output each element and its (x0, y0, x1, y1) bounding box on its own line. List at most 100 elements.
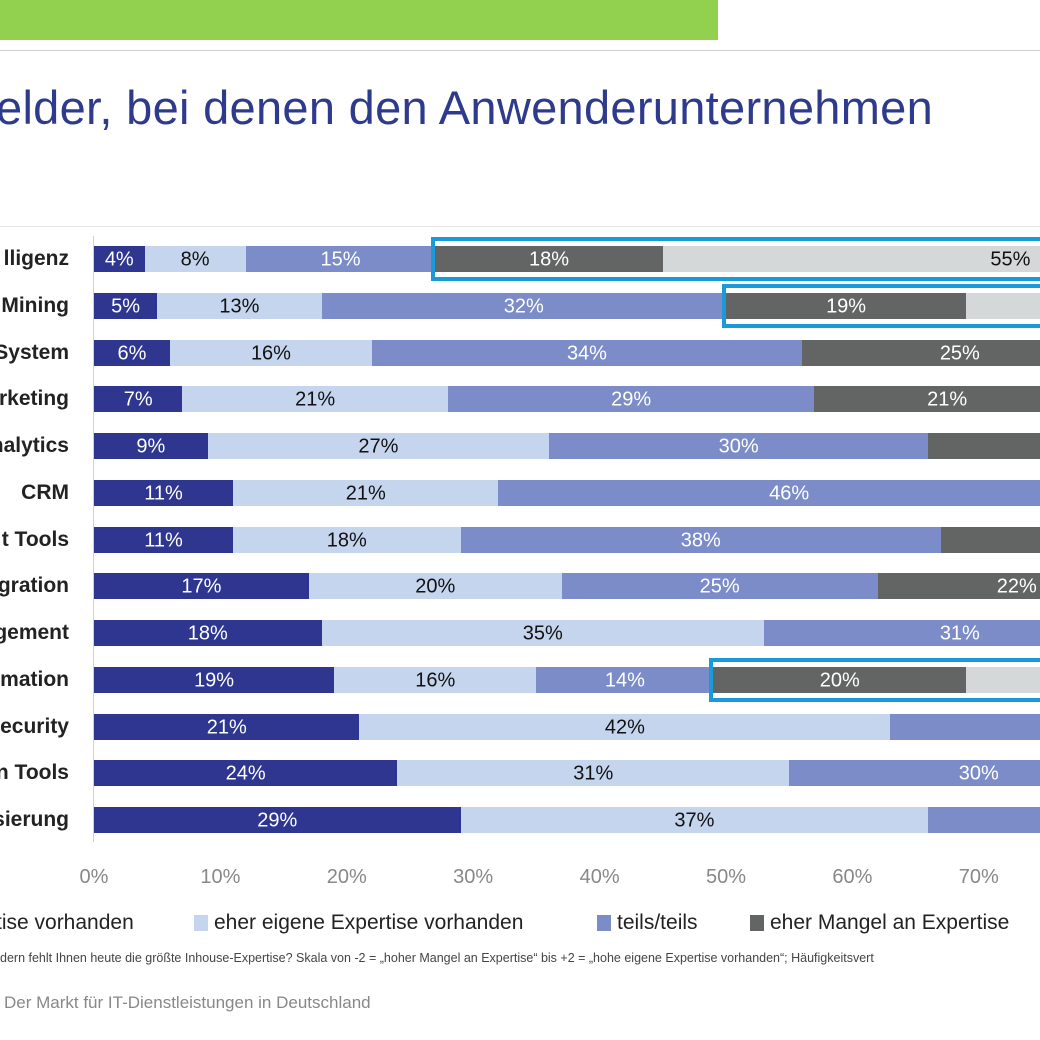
data-label: 30% (718, 435, 759, 458)
legend-swatch (750, 915, 764, 931)
bar-segment (94, 713, 360, 740)
data-label: 32% (503, 295, 544, 318)
x-tick-label: 30% (453, 866, 494, 888)
bar-segment (397, 760, 790, 787)
data-label: 15% (320, 248, 361, 271)
data-label: 20% (415, 575, 456, 598)
x-tick-label: 70% (958, 866, 999, 888)
category-label: n Tools (0, 761, 69, 785)
bar-segment (789, 760, 1040, 787)
bar-segment (713, 666, 967, 693)
legend-label: teils/teils (617, 911, 698, 934)
header-divider (0, 50, 1040, 51)
bar-segment (308, 573, 562, 600)
data-label: 25% (699, 575, 740, 598)
bar-segment (359, 713, 891, 740)
bar-segment (940, 526, 1040, 553)
highlight-box (709, 657, 1040, 702)
page-title: elder, bei denen den Anwenderunternehmen (0, 81, 934, 134)
data-label: 5% (111, 295, 141, 318)
category-label: System (0, 340, 69, 364)
bar-segment (726, 292, 967, 319)
data-label: 7% (123, 388, 153, 411)
data-label: 37% (674, 809, 715, 832)
data-label: 18% (187, 622, 228, 645)
data-label: 24% (225, 762, 266, 785)
chart-frame-line (0, 226, 1040, 227)
bar-segment (94, 573, 309, 600)
bar-segment (245, 246, 436, 272)
x-tick-label: 0% (79, 866, 109, 888)
data-label: 8% (180, 248, 210, 271)
legend-item: teils/teils (597, 911, 698, 935)
category-label: ecurity (0, 714, 69, 738)
bar-segment (536, 666, 714, 693)
data-label: 20% (819, 669, 860, 692)
bar-segment (460, 526, 941, 553)
data-label: 29% (257, 809, 298, 832)
bar-segment (928, 433, 1040, 459)
bar-segment (94, 339, 170, 366)
data-label: 21% (345, 482, 386, 505)
bar-segment (94, 292, 158, 319)
highlight-box (431, 237, 1040, 281)
x-tick-label: 20% (326, 866, 367, 888)
bar-segment (498, 479, 1040, 506)
legend-item: tise vorhanden (0, 911, 134, 935)
bar-segment (157, 292, 322, 319)
bar-segment (94, 760, 398, 787)
bar-segment (182, 386, 448, 413)
data-label: 30% (958, 762, 999, 785)
legend-label: eher Mangel an Expertise (770, 911, 1010, 934)
bar-segment (801, 339, 1040, 366)
data-label: 35% (522, 622, 563, 645)
bar-segment (321, 620, 764, 646)
bar-segment (144, 246, 246, 272)
category-label: nalytics (0, 434, 69, 457)
data-label: 27% (358, 435, 399, 458)
category-label: lligenz (3, 247, 69, 270)
legend-label: eher eigene Expertise vorhanden (214, 911, 524, 934)
bar-segment (94, 246, 145, 272)
bar-segment (94, 666, 335, 693)
category-label: Mining (1, 293, 69, 317)
x-tick-label: 50% (705, 866, 747, 888)
data-label: 55% (990, 248, 1031, 271)
data-label: 13% (219, 295, 260, 318)
data-label: 21% (295, 388, 336, 411)
category-label: gration (0, 574, 69, 598)
data-label: 4% (104, 248, 134, 271)
bar-segment (928, 807, 1040, 833)
data-label: 16% (415, 669, 456, 692)
x-tick-label: 60% (832, 866, 873, 888)
data-label: 19% (194, 669, 235, 692)
legend-label: tise vorhanden (0, 911, 134, 934)
bar-segment (207, 433, 550, 459)
data-label: 29% (611, 388, 652, 411)
legend-swatch (194, 915, 208, 931)
bar-segment (966, 292, 1040, 319)
bar-segment (814, 386, 1040, 413)
bar-segment (334, 666, 537, 693)
bar-segment (966, 666, 1040, 693)
data-label: 9% (136, 435, 166, 458)
data-label: 34% (566, 342, 607, 364)
data-label: 19% (826, 295, 867, 318)
bar-segment (447, 386, 815, 413)
data-label: 18% (326, 529, 367, 551)
category-label: rketing (0, 387, 69, 411)
bar-segment (460, 807, 929, 833)
bar-segment (662, 246, 1040, 272)
source-text: Der Markt für IT-Dienstleistungen in Deu… (4, 993, 371, 1012)
bar-segment (169, 339, 373, 366)
data-label: 42% (604, 716, 645, 738)
bar-segment (877, 573, 1040, 600)
data-label: 31% (939, 622, 980, 645)
bar-segment (233, 526, 461, 553)
category-label: t Tools (1, 527, 69, 551)
data-label: 6% (117, 342, 147, 364)
data-label: 31% (573, 762, 614, 785)
bar-segment (435, 246, 663, 272)
data-label: 11% (144, 482, 183, 505)
